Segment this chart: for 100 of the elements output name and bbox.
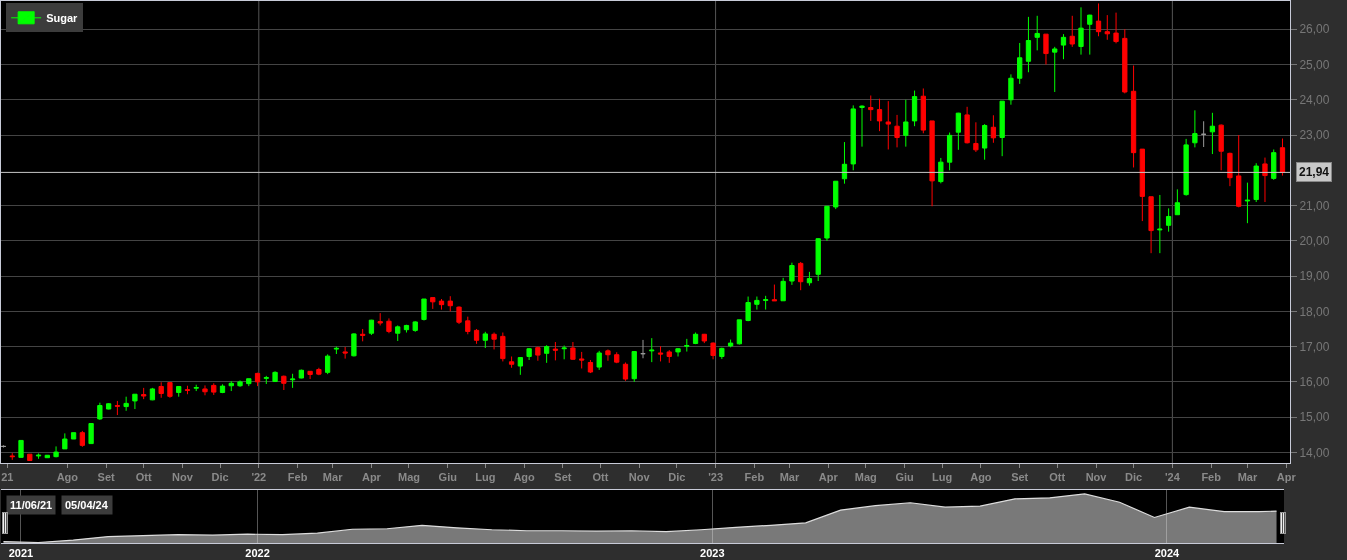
x-tick-label: 21 xyxy=(1,471,14,484)
candlestick xyxy=(1034,15,1040,51)
y-tick-label: 17,00 xyxy=(1299,339,1330,354)
candlestick xyxy=(710,341,716,360)
x-tick-label: Ago xyxy=(970,471,992,484)
candlestick xyxy=(167,382,173,399)
candlestick xyxy=(184,385,191,395)
candlestick xyxy=(342,346,348,360)
candlestick xyxy=(62,432,68,450)
x-tick-label: Ott xyxy=(1049,471,1066,484)
candlestick xyxy=(27,453,33,462)
x-tick-label: Mag xyxy=(397,471,420,484)
candlestick xyxy=(649,337,655,363)
candlestick xyxy=(833,180,839,210)
candlestick xyxy=(149,387,156,401)
candlestick xyxy=(570,341,576,361)
candlestick xyxy=(859,104,865,148)
candlestick xyxy=(806,271,813,287)
candlestick xyxy=(911,90,918,127)
candlestick xyxy=(307,370,313,380)
candlestick xyxy=(666,349,672,364)
candlestick xyxy=(1236,134,1242,208)
candlestick xyxy=(762,295,769,311)
legend-label: Sugar xyxy=(46,12,79,25)
candlestick xyxy=(1139,148,1145,222)
x-tick-label: Mar xyxy=(779,471,800,484)
candlestick xyxy=(473,328,480,345)
candlestick xyxy=(482,331,488,349)
candlestick xyxy=(692,332,699,345)
candlestick xyxy=(798,261,804,291)
x-tick-label: Feb xyxy=(287,471,308,484)
candlestick xyxy=(1218,123,1224,171)
candlestick xyxy=(876,98,883,132)
candlestick xyxy=(640,339,646,359)
candlestick xyxy=(552,341,559,361)
candlestick xyxy=(964,106,970,144)
candlestick xyxy=(1157,194,1163,254)
x-tick-label: '24 xyxy=(1164,471,1181,484)
x-tick-label: Ago xyxy=(56,471,79,484)
candlestick xyxy=(1148,196,1154,254)
x-tick-label: Dic xyxy=(1125,471,1143,484)
ref-line-label: 21,94 xyxy=(1299,165,1330,179)
candlestick xyxy=(1087,14,1093,56)
candlestick xyxy=(281,375,287,391)
candlestick xyxy=(605,348,611,362)
candlestick xyxy=(219,383,226,394)
candlestick xyxy=(254,372,261,387)
candlestick xyxy=(324,353,331,375)
candlestick xyxy=(885,100,891,150)
candlestick xyxy=(1183,138,1189,197)
candlestick xyxy=(79,430,85,448)
x-tick-label: Ott xyxy=(592,471,609,484)
candlestick xyxy=(500,332,506,362)
candlestick xyxy=(1174,188,1181,216)
x-tick-label: Nov xyxy=(1085,471,1108,484)
candlestick xyxy=(1095,2,1102,37)
candlestick xyxy=(745,296,751,322)
y-tick-label: 20,00 xyxy=(1299,234,1330,249)
candlestick xyxy=(1227,152,1233,187)
candlestick xyxy=(946,132,953,171)
candlestick xyxy=(526,347,532,361)
x-tick-label: Apr xyxy=(361,471,382,484)
candlestick xyxy=(360,328,366,342)
candlestick xyxy=(333,346,340,355)
candlestick xyxy=(850,104,856,171)
candlestick xyxy=(18,439,24,458)
y-tick-label: 25,00 xyxy=(1299,57,1330,72)
candlestick xyxy=(1165,207,1172,233)
candlestick xyxy=(824,205,830,242)
x-tick-label: 2021 xyxy=(8,547,34,560)
candlestick xyxy=(990,114,997,144)
x-tick-label: Set xyxy=(97,471,116,484)
candlestick xyxy=(999,100,1005,157)
candlestick xyxy=(920,87,926,134)
candlestick xyxy=(535,346,541,362)
candlestick xyxy=(447,295,453,312)
candlestick xyxy=(421,298,427,322)
candlestick xyxy=(298,369,304,379)
x-tick-label: Nov xyxy=(172,471,194,484)
x-tick-label: Dic xyxy=(211,471,229,484)
candlestick xyxy=(561,345,567,360)
x-tick-label: 2022 xyxy=(245,547,270,560)
x-tick-label: Nov xyxy=(628,471,651,484)
candlestick xyxy=(684,338,690,353)
candlestick xyxy=(596,350,602,371)
candlestick xyxy=(719,347,725,360)
candlestick xyxy=(1017,42,1023,85)
candlestick xyxy=(202,384,208,396)
y-tick-label: 16,00 xyxy=(1299,375,1330,390)
x-tick-label: Giu xyxy=(438,471,457,484)
candlestick xyxy=(1104,14,1110,41)
candlestick xyxy=(1043,33,1049,65)
candlestick xyxy=(1279,138,1286,177)
candlestick xyxy=(579,351,585,369)
candlestick xyxy=(228,380,234,392)
candlestick xyxy=(1192,109,1198,148)
candlestick xyxy=(894,114,900,148)
candlestick xyxy=(1008,73,1014,106)
x-tick-label: Ago xyxy=(513,471,536,484)
x-tick-label: Feb xyxy=(1201,471,1222,484)
